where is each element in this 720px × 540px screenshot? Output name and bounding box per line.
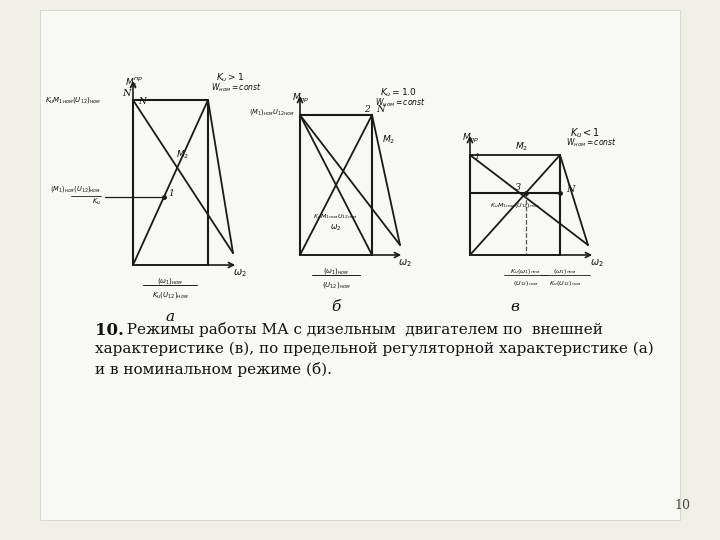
Text: $\omega_2$: $\omega_2$ xyxy=(590,257,604,269)
Text: $(\omega_1)_{ном}$: $(\omega_1)_{ном}$ xyxy=(323,266,349,276)
Text: $\omega_2$: $\omega_2$ xyxy=(398,257,412,269)
Text: $K_uM_{1ном}U_{12ном}$: $K_uM_{1ном}U_{12ном}$ xyxy=(313,213,359,221)
Text: Режимы работы МА с дизельным  двигателем по  внешней: Режимы работы МА с дизельным двигателем … xyxy=(117,322,603,337)
Text: $(M_1)_{ном}(U_{12})_{ном}$: $(M_1)_{ном}(U_{12})_{ном}$ xyxy=(50,184,101,194)
Text: N: N xyxy=(376,105,384,113)
Text: б: б xyxy=(331,300,341,314)
Text: $\omega_2$: $\omega_2$ xyxy=(233,267,247,279)
Text: $\omega_2$: $\omega_2$ xyxy=(330,222,341,233)
Text: 10: 10 xyxy=(674,499,690,512)
Text: $M_2$: $M_2$ xyxy=(176,148,189,161)
Text: N: N xyxy=(566,185,575,193)
Text: $K_u(\omega_1)_{ном}$: $K_u(\omega_1)_{ном}$ xyxy=(510,267,541,275)
Text: и в номинальном режиме (б).: и в номинальном режиме (б). xyxy=(95,362,332,377)
FancyBboxPatch shape xyxy=(40,10,680,520)
Text: $M_{пр}$: $M_{пр}$ xyxy=(292,91,310,105)
Text: $K_uM_{1ном}(U_{12})_{ном}$: $K_uM_{1ном}(U_{12})_{ном}$ xyxy=(490,200,540,210)
Text: $K_u>1$: $K_u>1$ xyxy=(216,72,244,84)
Text: $M_2$: $M_2$ xyxy=(382,134,395,146)
Text: $M_1^{пр}$: $M_1^{пр}$ xyxy=(125,76,143,91)
Text: 10.: 10. xyxy=(95,322,124,339)
Text: $(U_{12})_{ном}$: $(U_{12})_{ном}$ xyxy=(322,280,351,290)
Text: 2: 2 xyxy=(364,105,370,114)
Text: $M_2$: $M_2$ xyxy=(516,141,528,153)
Text: $W_{ном}=const$: $W_{ном}=const$ xyxy=(566,137,617,149)
Text: $K_u<1$: $K_u<1$ xyxy=(570,126,600,140)
Text: $M_{пр}$: $M_{пр}$ xyxy=(462,131,480,145)
Text: N: N xyxy=(138,98,146,106)
Text: в: в xyxy=(510,300,519,314)
Text: характеристике (в), по предельной регуляторной характеристике (а): характеристике (в), по предельной регуля… xyxy=(95,342,654,356)
Text: N: N xyxy=(122,90,131,98)
Text: a: a xyxy=(166,310,174,324)
Text: $K_uM_{1ном}(U_{12})_{ном}$: $K_uM_{1ном}(U_{12})_{ном}$ xyxy=(45,95,101,105)
Text: $W_{ном}=const$: $W_{ном}=const$ xyxy=(375,97,426,109)
Text: 3: 3 xyxy=(515,184,521,192)
Text: $K_u(U_{12})_{ном}$: $K_u(U_{12})_{ном}$ xyxy=(549,279,582,287)
Text: 1: 1 xyxy=(168,188,174,198)
Text: $(U_{12})_{ном}$: $(U_{12})_{ном}$ xyxy=(513,279,539,287)
Text: $K_u$: $K_u$ xyxy=(92,197,101,207)
Text: 1: 1 xyxy=(474,153,479,161)
Text: $(\omega_1)_{ном}$: $(\omega_1)_{ном}$ xyxy=(553,267,577,275)
Text: $K_u(U_{12})_{ном}$: $K_u(U_{12})_{ном}$ xyxy=(152,290,189,300)
Text: $W_{ном}=const$: $W_{ном}=const$ xyxy=(211,82,262,94)
Text: $(M_1)_{ном}U_{12ном}$: $(M_1)_{ном}U_{12ном}$ xyxy=(249,107,295,117)
Text: $(\omega_1)_{ном}$: $(\omega_1)_{ном}$ xyxy=(157,276,183,286)
Text: $K_u=1.0$: $K_u=1.0$ xyxy=(380,87,417,99)
